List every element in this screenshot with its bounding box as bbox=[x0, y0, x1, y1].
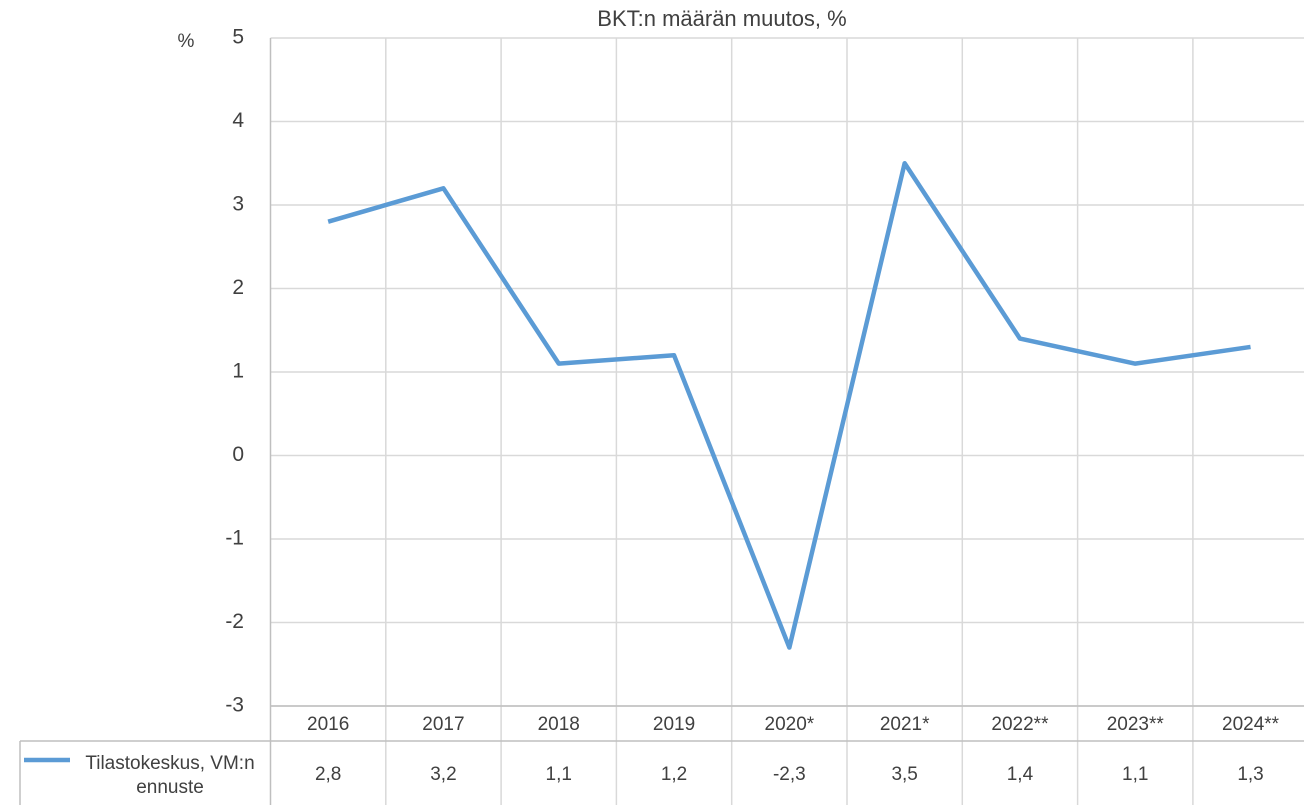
x-tick-label: 2023** bbox=[1107, 714, 1165, 735]
data-label: 2,8 bbox=[315, 764, 341, 785]
x-tick-label: 2016 bbox=[307, 714, 349, 735]
y-tick-label: -1 bbox=[225, 527, 244, 550]
y-tick-label: -3 bbox=[225, 694, 244, 717]
y-tick-label: 2 bbox=[232, 276, 244, 299]
y-tick-label: 5 bbox=[232, 26, 244, 49]
x-tick-label: 2018 bbox=[538, 714, 580, 735]
data-label: 1,4 bbox=[1007, 764, 1034, 785]
data-label: 1,3 bbox=[1237, 764, 1263, 785]
data-label: -2,3 bbox=[773, 764, 806, 785]
legend-label: Tilastokeskus, VM:n ennuste bbox=[85, 753, 255, 798]
chart-title: BKT:n määrän muutos, % bbox=[597, 6, 846, 31]
x-tick-label: 2019 bbox=[653, 714, 695, 735]
y-tick-label: 4 bbox=[232, 109, 244, 132]
data-label: 1,1 bbox=[546, 764, 572, 785]
series-line bbox=[327, 161, 1251, 650]
y-axis-label: % bbox=[178, 31, 195, 52]
y-tick-label: 1 bbox=[232, 360, 244, 383]
data-label: 1,1 bbox=[1122, 764, 1148, 785]
x-tick-label: 2017 bbox=[422, 714, 464, 735]
x-tick-label: 2022** bbox=[991, 714, 1049, 735]
data-label: 1,2 bbox=[661, 764, 687, 785]
y-tick-label: 3 bbox=[232, 193, 244, 216]
y-tick-label: -2 bbox=[225, 610, 244, 633]
y-tick-label: 0 bbox=[232, 443, 244, 466]
data-label: 3,5 bbox=[891, 764, 917, 785]
x-tick-label: 2020* bbox=[765, 714, 815, 735]
x-tick-label: 2021* bbox=[880, 714, 930, 735]
data-label: 3,2 bbox=[430, 764, 456, 785]
x-tick-label: 2024** bbox=[1222, 714, 1280, 735]
